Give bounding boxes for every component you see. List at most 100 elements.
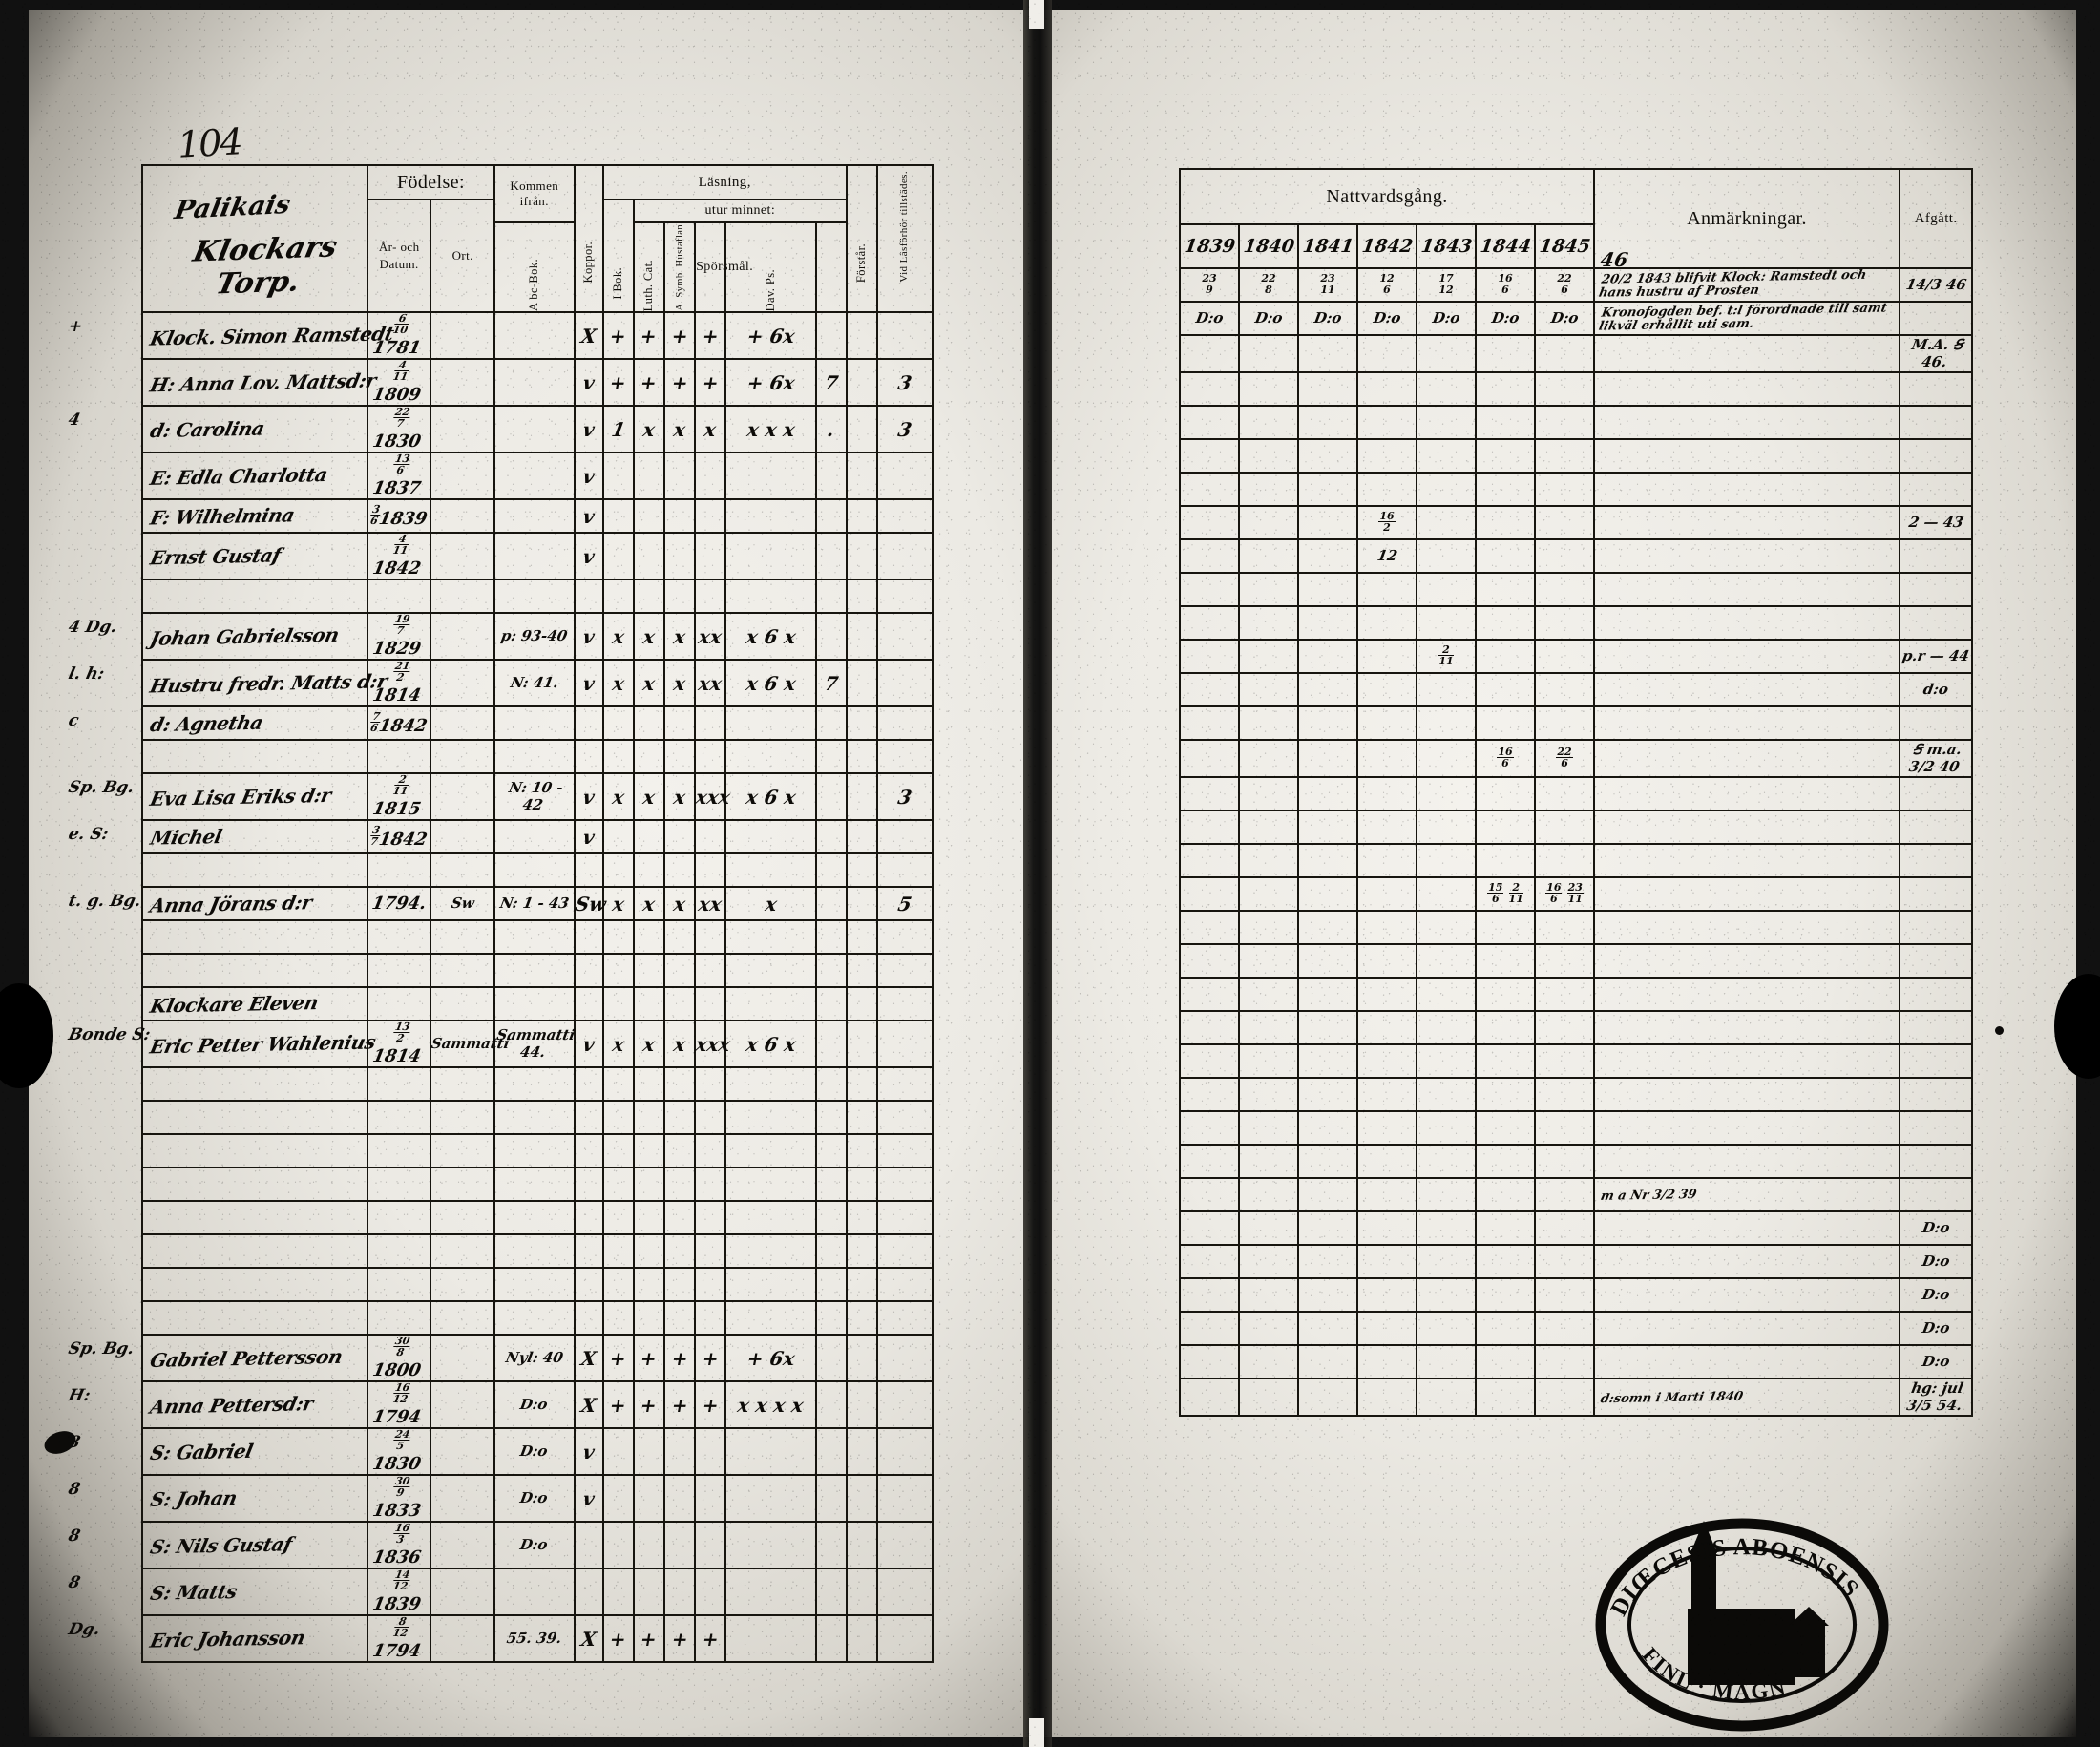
communion-date-cell[interactable]	[1238, 876, 1299, 912]
communion-date-cell[interactable]	[1238, 1244, 1299, 1279]
remark-cell[interactable]	[1593, 876, 1901, 912]
reading-mark-cell[interactable]	[573, 852, 604, 888]
birth-place-cell[interactable]	[430, 612, 495, 661]
communion-date-cell[interactable]	[1238, 943, 1299, 979]
communion-date-cell[interactable]	[1238, 1043, 1299, 1079]
communion-date-cell[interactable]: D:o	[1475, 301, 1536, 336]
communion-date-cell[interactable]	[1179, 405, 1240, 440]
reading-mark-cell[interactable]	[876, 739, 934, 774]
table-row[interactable]: 12	[1179, 538, 1974, 574]
birth-date-cell[interactable]: 19 71829	[366, 612, 432, 661]
communion-date-cell[interactable]	[1297, 705, 1358, 741]
reading-mark-cell[interactable]: 3	[876, 358, 934, 407]
birth-date-cell[interactable]: 1794.	[366, 886, 432, 921]
communion-date-cell[interactable]	[1533, 1344, 1596, 1379]
departed-cell[interactable]	[1899, 472, 1974, 507]
reading-mark-cell[interactable]	[601, 452, 635, 500]
reading-mark-cell[interactable]	[845, 1474, 879, 1523]
communion-date-cell[interactable]	[1297, 1010, 1358, 1045]
communion-date-cell[interactable]	[1416, 739, 1477, 778]
remark-cell[interactable]	[1593, 910, 1901, 945]
communion-date-cell[interactable]	[1238, 1144, 1299, 1179]
communion-date-cell[interactable]	[1179, 1210, 1240, 1246]
departed-cell[interactable]	[1899, 843, 1974, 878]
communion-date-cell[interactable]: 22 6	[1533, 267, 1596, 303]
reading-mark-cell[interactable]	[876, 659, 934, 707]
reading-mark-cell[interactable]	[632, 1427, 665, 1476]
communion-date-cell[interactable]	[1475, 1344, 1536, 1379]
reading-mark-cell[interactable]: +	[601, 1334, 635, 1382]
reading-mark-cell[interactable]	[601, 852, 635, 888]
departed-cell[interactable]: 14/3 46	[1899, 267, 1974, 303]
reading-mark-cell[interactable]	[573, 1300, 604, 1336]
departed-cell[interactable]: D:o	[1899, 1277, 1974, 1313]
table-row[interactable]: H: Anna Pettersd:r 16 121794 D:o X + + + + x x x x	[67, 1380, 934, 1429]
communion-date-cell[interactable]	[1533, 1244, 1596, 1279]
came-from-cell[interactable]	[493, 1100, 576, 1135]
remark-cell[interactable]	[1593, 605, 1901, 641]
reading-mark-cell[interactable]: +	[662, 1380, 697, 1429]
came-from-cell[interactable]	[493, 532, 576, 580]
reading-mark-cell[interactable]	[876, 819, 934, 854]
table-row[interactable]: d:o	[1179, 672, 1974, 707]
person-name-cell[interactable]: Ernst Gustaf	[141, 532, 368, 580]
communion-date-cell[interactable]	[1475, 639, 1536, 674]
person-name-cell[interactable]: l. h: Hustru fredr. Matts d:r	[67, 659, 389, 707]
communion-date-cell[interactable]	[1416, 371, 1477, 407]
communion-date-cell[interactable]	[1416, 1277, 1477, 1313]
birth-place-cell[interactable]	[430, 705, 495, 741]
person-name-cell[interactable]: + Klock. Simon Ramstedt	[67, 311, 396, 360]
communion-date-cell[interactable]: 17 12	[1416, 267, 1477, 303]
communion-date-cell[interactable]	[1416, 1244, 1477, 1279]
communion-date-cell[interactable]	[1475, 505, 1536, 540]
reading-mark-cell[interactable]	[814, 1300, 848, 1336]
table-row[interactable]: D:o	[1179, 1277, 1974, 1313]
communion-date-cell[interactable]: D:o	[1533, 301, 1596, 336]
reading-mark-cell[interactable]	[662, 1100, 697, 1135]
reading-mark-cell[interactable]	[601, 532, 635, 580]
communion-date-cell[interactable]	[1297, 605, 1358, 641]
communion-date-cell[interactable]	[1356, 334, 1418, 373]
communion-date-cell[interactable]	[1475, 910, 1536, 945]
communion-date-cell[interactable]	[1416, 1344, 1477, 1379]
communion-date-cell[interactable]	[1238, 371, 1299, 407]
person-name-cell[interactable]: Dg. Eric Johansson	[67, 1614, 368, 1663]
reading-mark-cell[interactable]	[876, 1066, 934, 1102]
communion-date-cell[interactable]	[1416, 1177, 1477, 1212]
communion-date-cell[interactable]	[1356, 572, 1418, 607]
birth-date-cell[interactable]: 3 71842	[366, 819, 432, 854]
person-name-cell[interactable]	[141, 1100, 368, 1135]
reading-mark-cell[interactable]: x	[601, 886, 635, 921]
reading-mark-cell[interactable]: 3	[876, 772, 934, 821]
communion-date-cell[interactable]	[1297, 438, 1358, 474]
communion-date-cell[interactable]	[1533, 538, 1596, 574]
communion-date-cell[interactable]	[1238, 505, 1299, 540]
reading-mark-cell[interactable]	[694, 452, 727, 500]
remark-cell[interactable]	[1593, 1311, 1901, 1346]
communion-date-cell[interactable]	[1179, 1077, 1240, 1112]
reading-mark-cell[interactable]	[694, 532, 727, 580]
remark-cell[interactable]	[1593, 472, 1901, 507]
table-row[interactable]: D:o D:o D:o D:o D:o D:o D:o Kronofogden bef. t:…	[1179, 301, 1974, 336]
birth-date-cell[interactable]	[366, 953, 432, 988]
communion-date-cell[interactable]	[1238, 1277, 1299, 1313]
departed-cell[interactable]: D:o	[1899, 1311, 1974, 1346]
reading-mark-cell[interactable]	[814, 919, 848, 955]
remark-cell[interactable]	[1593, 943, 1901, 979]
communion-date-cell[interactable]	[1475, 843, 1536, 878]
reading-mark-cell[interactable]	[632, 1066, 665, 1102]
communion-date-cell[interactable]	[1238, 538, 1299, 574]
table-row[interactable]: H: Anna Lov. Mattsd:r 4 111809 v + + + + + 6x 7 3	[141, 358, 934, 407]
came-from-cell[interactable]	[493, 705, 576, 741]
reading-mark-cell[interactable]	[601, 1521, 635, 1569]
table-row[interactable]: D:o	[1179, 1344, 1974, 1379]
communion-date-cell[interactable]	[1533, 776, 1596, 811]
reading-mark-cell[interactable]	[876, 1020, 934, 1068]
reading-mark-cell[interactable]	[845, 886, 879, 921]
communion-date-cell[interactable]	[1297, 810, 1358, 845]
table-row[interactable]	[141, 953, 934, 988]
reading-mark-cell[interactable]: v	[573, 1427, 604, 1476]
communion-date-cell[interactable]	[1238, 472, 1299, 507]
reading-mark-cell[interactable]: +	[694, 358, 727, 407]
